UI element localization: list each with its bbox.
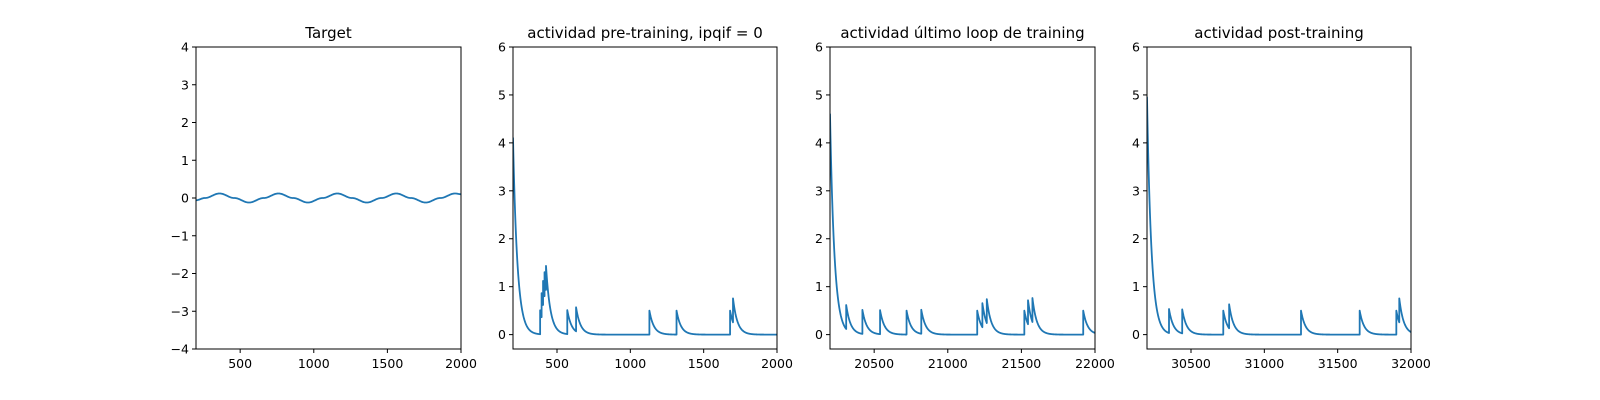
x-tick-label: 1000 — [298, 356, 330, 371]
x-tick-label: 1500 — [371, 356, 403, 371]
y-tick-label: 5 — [1132, 87, 1140, 102]
x-tick-label: 2000 — [445, 356, 477, 371]
y-tick-label: 4 — [815, 135, 823, 150]
y-tick-label: 0 — [1132, 327, 1140, 342]
subplot-pre-training: 500 1000 1500 2000 0 1 2 3 4 5 6 actividad pre-trai… — [498, 24, 793, 371]
y-tick-label: 1 — [181, 153, 189, 168]
y-tick-label: 2 — [1132, 231, 1140, 246]
x-tick-label: 32000 — [1391, 356, 1431, 371]
y-tick-label: 1 — [498, 279, 506, 294]
y-tick-label: 2 — [498, 231, 506, 246]
y-tick-label: 0 — [498, 327, 506, 342]
y-tick-label: 0 — [815, 327, 823, 342]
y-tick-label: 6 — [815, 40, 823, 55]
y-tick-label: 3 — [181, 77, 189, 92]
x-tick-label: 31000 — [1244, 356, 1284, 371]
y-tick-label: 3 — [498, 183, 506, 198]
chart-title-target: Target — [304, 24, 352, 42]
x-tick-label: 30500 — [1171, 356, 1211, 371]
x-tick-label: 31500 — [1318, 356, 1358, 371]
y-tick-label: −4 — [171, 342, 189, 357]
plot-frame — [829, 46, 1096, 350]
x-tick-label: 1500 — [688, 356, 720, 371]
y-tick-label: 2 — [181, 115, 189, 130]
chart-title-last-training-loop: actividad último loop de training — [840, 24, 1084, 42]
subplot-post-training: 30500 31000 31500 32000 0 1 2 3 4 5 6 actividad pos… — [1132, 24, 1431, 371]
x-tick-label: 20500 — [854, 356, 894, 371]
chart-title-post-training: actividad post-training — [1194, 24, 1363, 42]
y-tick-label: −3 — [171, 304, 189, 319]
x-tick-label: 1000 — [614, 356, 646, 371]
y-tick-label: 4 — [1132, 135, 1140, 150]
subplot-target: 500 1000 1500 2000 −4 −3 −2 −1 0 1 2 3 4 Target — [171, 24, 477, 371]
plot-frame — [1146, 46, 1412, 350]
y-tick-label: 5 — [498, 87, 506, 102]
y-tick-label: 5 — [815, 87, 823, 102]
plot-frame — [512, 46, 778, 350]
y-tick-label: 4 — [181, 40, 189, 55]
x-tick-label: 2000 — [761, 356, 793, 371]
x-tick-label: 500 — [545, 356, 569, 371]
y-tick-label: −1 — [171, 228, 189, 243]
y-tick-label: 2 — [815, 231, 823, 246]
chart-title-pre-training: actividad pre-training, ipqif = 0 — [527, 24, 763, 42]
x-tick-label: 500 — [228, 356, 252, 371]
x-tick-label: 21000 — [928, 356, 968, 371]
subplot-last-training-loop: 20500 21000 21500 22000 0 1 2 3 4 5 6 actividad últ… — [815, 24, 1115, 371]
series-line — [513, 137, 777, 336]
y-tick-label: 4 — [498, 135, 506, 150]
x-tick-label: 22000 — [1075, 356, 1115, 371]
y-tick-label: 0 — [181, 191, 189, 206]
y-tick-label: 3 — [1132, 183, 1140, 198]
y-tick-label: 3 — [815, 183, 823, 198]
y-tick-label: −2 — [171, 266, 189, 281]
y-tick-label: 6 — [498, 40, 506, 55]
y-tick-label: 1 — [1132, 279, 1140, 294]
series-line — [830, 113, 1095, 336]
series-line — [196, 192, 461, 204]
x-tick-label: 21500 — [1002, 356, 1042, 371]
y-tick-label: 6 — [1132, 40, 1140, 55]
series-line — [1147, 96, 1411, 336]
y-tick-label: 1 — [815, 279, 823, 294]
